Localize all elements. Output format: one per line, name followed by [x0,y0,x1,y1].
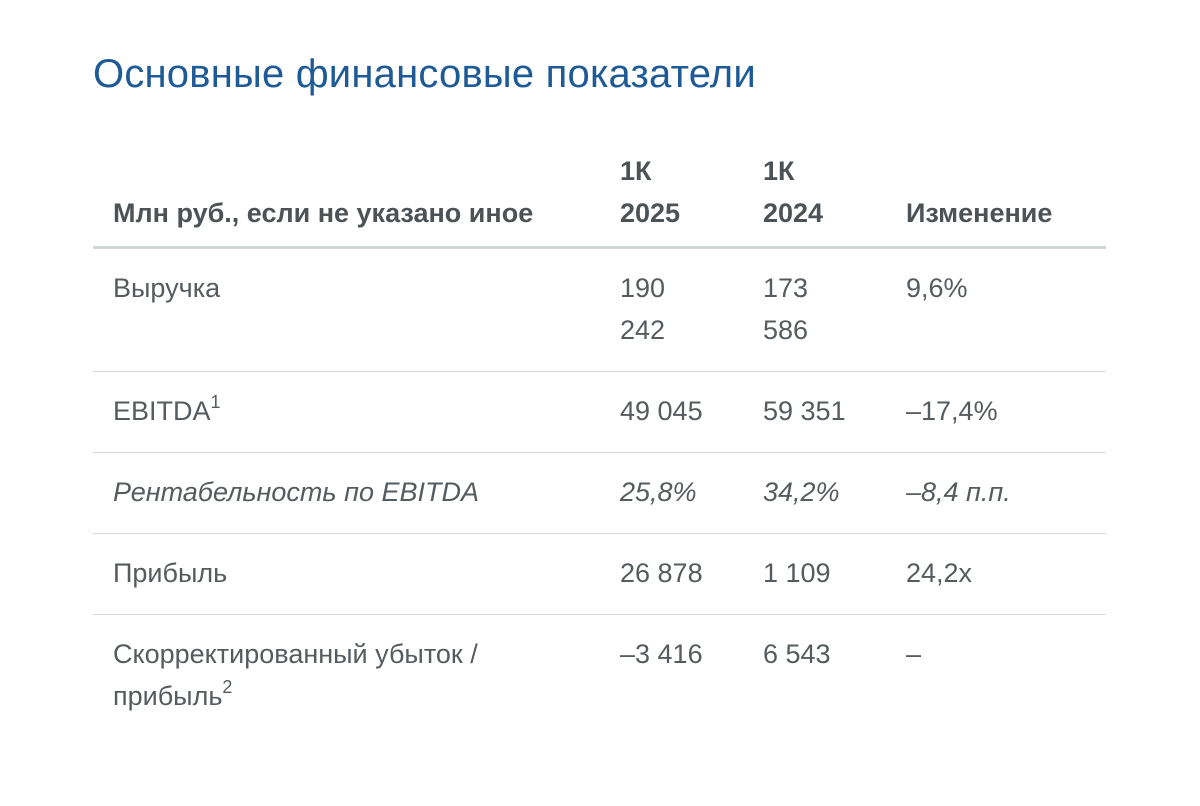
row-label-text: EBITDA [113,396,211,426]
table-row-ebitda: EBITDA1 49 045 59 351 –17,4% [93,371,1106,453]
cell-change: –17,4% [906,371,1106,453]
cell-change: 9,6% [906,247,1106,372]
page-title: Основные финансовые показатели [93,52,756,96]
cell-q1-2024: 59 351 [763,371,906,453]
cell-change: – [906,639,922,669]
cell-q1-2025: 26 878 [620,533,763,615]
header-units: Млн руб., если не указано иное [93,150,620,249]
row-label: Выручка [93,247,620,372]
table-row-revenue: Выручка 190 242 173 586 9,6% [93,247,1106,372]
footnote-marker: 1 [210,392,221,412]
header-change: Изменение [906,150,1106,249]
row-label: Прибыль [93,533,620,615]
header-q1-2025: 1К 2025 [620,150,763,249]
cell-q1-2025: 190 242 [620,247,763,372]
header-q1-2024: 1К 2024 [763,150,906,249]
row-label-line1: Скорректированный убыток / [113,639,478,669]
row-label-line2: прибыль2 [113,675,620,717]
header-row: Млн руб., если не указано иное 1К 2025 1… [93,150,1106,249]
cell-q1-2024: 34,2% [763,452,906,534]
cell-q1-2024-part2: 586 [763,315,809,345]
header-q1-2024-year: 2024 [763,198,824,228]
cell-q1-2024: 173 586 [763,247,906,372]
cell-q1-2025: 25,8% [620,452,763,534]
table-header: Млн руб., если не указано иное 1К 2025 1… [93,150,1106,249]
cell-q1-2024: 1 109 [763,533,906,615]
header-q1-2025-year: 2025 [620,198,681,228]
cell-q1-2024: 6 543 [763,639,831,669]
table-row-profit: Прибыль 26 878 1 109 24,2x [93,533,1106,615]
header-q1-2024-quarter: 1К [763,156,795,186]
financial-table: Млн руб., если не указано иное 1К 2025 1… [93,150,1106,737]
row-label: Рентабельность по EBITDA [93,452,620,534]
header-q1-2025-quarter: 1К [620,156,652,186]
cell-change: 24,2x [906,533,1106,615]
cell-q1-2024-part1: 173 [763,273,809,303]
row-label: Скорректированный убыток / прибыль2 [93,615,620,738]
cell-q1-2025-part2: 242 [620,315,666,345]
cell-q1-2025: 49 045 [620,371,763,453]
table-row-adjusted-result: Скорректированный убыток / прибыль2 –3 4… [93,615,1106,738]
cell-q1-2025-part1: 190 [620,273,666,303]
row-label: EBITDA1 [93,371,620,453]
row-label-line2-text: прибыль [113,681,223,711]
cell-change: –8,4 п.п. [906,452,1106,534]
footnote-marker: 2 [222,677,233,697]
cell-q1-2025: –3 416 [620,639,703,669]
table-row-ebitda-margin: Рентабельность по EBITDA 25,8% 34,2% –8,… [93,452,1106,534]
